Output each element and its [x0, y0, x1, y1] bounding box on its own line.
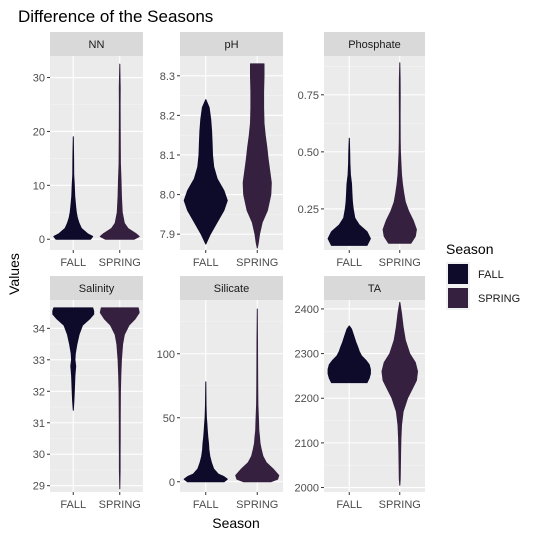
- y-tick-label: 31: [33, 418, 45, 430]
- x-tick-label: FALL: [336, 499, 362, 511]
- panels: NN 0 10 20 30 FALL SPRING pH 7.9 8.0 8.1 8.2 8.3 FALL…: [33, 32, 425, 511]
- chart-title: Difference of the Seasons: [18, 7, 213, 26]
- x-tick-label: FALL: [336, 257, 362, 269]
- y-tick-label: 2100: [295, 438, 319, 450]
- facet-strip: [180, 276, 283, 300]
- y-tick-label: 34: [33, 323, 45, 335]
- x-tick-label: SPRING: [236, 499, 278, 511]
- y-tick-label: 0.50: [298, 147, 319, 159]
- violin-ph-fall: [183, 99, 228, 245]
- violin-salinity-spring: [99, 307, 140, 490]
- violin-nn-fall: [53, 136, 94, 240]
- violin-nn-spring: [99, 63, 140, 240]
- facet-strip: [50, 32, 143, 56]
- panel-background: [50, 300, 143, 492]
- facet-strip: [324, 32, 425, 56]
- violin-salinity-fall: [52, 307, 95, 411]
- y-tick-label: 8.0: [160, 190, 175, 202]
- y-tick-label: 8.2: [160, 110, 175, 122]
- facet-label: Phosphate: [348, 39, 401, 51]
- panel-background: [324, 300, 425, 492]
- x-axis-title: Season: [212, 515, 259, 531]
- y-tick-label: 29: [33, 481, 45, 493]
- y-tick-label: 10: [33, 180, 45, 192]
- y-tick-label: 0.75: [298, 90, 319, 102]
- violin-ta-spring: [381, 301, 418, 486]
- x-tick-label: FALL: [60, 499, 86, 511]
- x-tick-label: SPRING: [99, 499, 141, 511]
- facet-label: Silicate: [214, 283, 249, 295]
- y-tick-label: 30: [33, 73, 45, 85]
- legend: Season FALL SPRING: [446, 241, 520, 310]
- panel-ta: TA 2000 2100 2200 2300 2400 FALL SPRING: [295, 276, 425, 511]
- x-tick-label: FALL: [193, 499, 219, 511]
- violin-phosphate-spring: [382, 62, 417, 244]
- y-tick-label: 0: [39, 234, 45, 246]
- panel-nn: NN 0 10 20 30 FALL SPRING: [33, 32, 143, 269]
- facet-label: Salinity: [79, 283, 115, 295]
- legend-swatch-fall: [448, 264, 468, 284]
- legend-label-fall: FALL: [478, 269, 504, 281]
- y-tick-label: 20: [33, 126, 45, 138]
- violin-ph-spring: [242, 63, 272, 249]
- facet-label: pH: [224, 39, 238, 51]
- y-tick-label: 2300: [295, 349, 319, 361]
- legend-title: Season: [446, 241, 493, 257]
- panel-silicate: Silicate 0 50 100 FALL SPRING: [157, 276, 283, 511]
- facet-strip: [324, 276, 425, 300]
- panel-background: [50, 56, 143, 250]
- y-tick-label: 0.25: [298, 204, 319, 216]
- x-tick-label: SPRING: [99, 257, 141, 269]
- x-tick-label: FALL: [60, 257, 86, 269]
- y-tick-label: 8.1: [160, 150, 175, 162]
- facet-strip: [50, 276, 143, 300]
- y-tick-label: 2000: [295, 483, 319, 495]
- y-tick-label: 33: [33, 355, 45, 367]
- y-tick-label: 30: [33, 449, 45, 461]
- y-tick-label: 32: [33, 386, 45, 398]
- violin-silicate-fall: [183, 381, 228, 483]
- violin-phosphate-fall: [327, 137, 371, 246]
- y-tick-label: 7.9: [160, 229, 175, 241]
- facet-strip: [180, 32, 283, 56]
- x-tick-label: SPRING: [236, 257, 278, 269]
- x-tick-label: SPRING: [379, 499, 421, 511]
- y-tick-label: 50: [163, 413, 175, 425]
- y-tick-label: 2400: [295, 304, 319, 316]
- violin-silicate-spring: [235, 308, 280, 483]
- panel-ph: pH 7.9 8.0 8.1 8.2 8.3 FALL SPRING: [160, 32, 283, 269]
- facet-label: TA: [368, 283, 382, 295]
- legend-swatch-spring: [448, 288, 468, 308]
- y-tick-label: 100: [157, 349, 175, 361]
- y-tick-label: 0: [169, 477, 175, 489]
- x-tick-label: FALL: [193, 257, 219, 269]
- x-tick-label: SPRING: [379, 257, 421, 269]
- panel-background: [180, 300, 283, 492]
- facet-label: NN: [89, 39, 105, 51]
- panel-phosphate: Phosphate 0.25 0.50 0.75 FALL SPRING: [298, 32, 425, 269]
- y-tick-label: 8.3: [160, 71, 175, 83]
- legend-label-spring: SPRING: [478, 293, 520, 305]
- y-tick-label: 2200: [295, 393, 319, 405]
- panel-salinity: Salinity 29 30 31 32 33 34 FALL SPRING: [33, 276, 143, 511]
- violin-ta-fall: [327, 325, 371, 384]
- y-axis-title: Values: [6, 253, 22, 295]
